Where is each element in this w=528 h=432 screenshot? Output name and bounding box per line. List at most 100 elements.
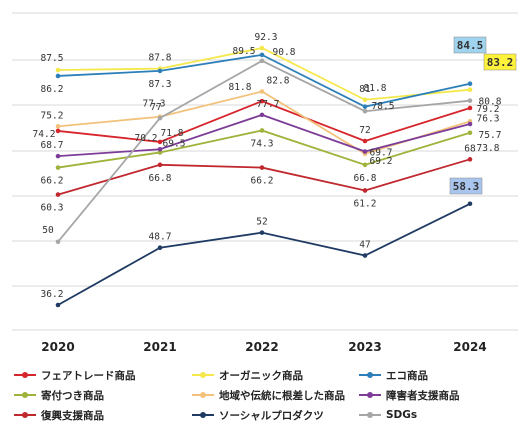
data-label: 50 xyxy=(42,225,54,236)
legend-swatch xyxy=(14,390,36,400)
data-point xyxy=(467,130,473,136)
data-point xyxy=(362,188,368,193)
legend-swatch-dot xyxy=(200,372,206,378)
data-label: 89.5 xyxy=(233,46,256,57)
data-point xyxy=(259,52,265,58)
x-tick-label: 2022 xyxy=(245,340,278,354)
data-label: 92.3 xyxy=(255,32,278,43)
highlight-box xyxy=(449,177,483,195)
legend-label: ソーシャルプロダクツ xyxy=(219,409,324,422)
data-point xyxy=(157,68,163,74)
data-point xyxy=(55,153,61,159)
legend-swatch xyxy=(359,390,381,400)
data-point xyxy=(55,165,61,170)
legend-swatch xyxy=(14,410,36,420)
x-tick-label: 2020 xyxy=(41,340,74,354)
legend-swatch-dot xyxy=(367,372,373,378)
data-label: 69.2 xyxy=(370,156,393,167)
data-label: 87.5 xyxy=(41,53,64,64)
data-point xyxy=(259,45,265,51)
data-point xyxy=(467,201,473,207)
data-point xyxy=(259,128,265,133)
legend-swatch-dot xyxy=(22,392,28,398)
data-point xyxy=(55,192,61,197)
highlight-label: 83.2 xyxy=(487,56,514,69)
data-label: 86.2 xyxy=(41,84,64,95)
data-label: 87.3 xyxy=(149,79,172,90)
legend-item: オーガニック商品 xyxy=(192,366,303,384)
data-label: 73.8 xyxy=(477,143,500,154)
legend-swatch-dot xyxy=(200,412,206,418)
highlight-label: 58.3 xyxy=(453,180,480,193)
data-label: 61.2 xyxy=(354,198,377,209)
legend-item: SDGs xyxy=(359,406,417,424)
x-axis-ticks: 2020 2021 2022 2023 2024 xyxy=(41,340,486,354)
data-point xyxy=(362,97,368,103)
data-label: 78.5 xyxy=(372,101,395,112)
data-point xyxy=(157,146,163,152)
data-label: 66.2 xyxy=(41,176,64,187)
data-label: 69.5 xyxy=(163,138,186,149)
data-point xyxy=(157,245,163,251)
legend-item: フェアトレード商品 xyxy=(14,366,136,384)
data-label: 75.2 xyxy=(41,110,64,121)
data-point xyxy=(259,112,265,118)
data-point xyxy=(362,138,368,144)
data-point xyxy=(259,165,265,170)
legend-item: 地域や伝統に根差した商品 xyxy=(192,386,345,404)
legend-label: フェアトレード商品 xyxy=(41,369,136,382)
data-label: 74.3 xyxy=(251,138,274,149)
legend-label: 復興支援商品 xyxy=(41,409,104,422)
data-label: 81.8 xyxy=(229,82,252,93)
data-label: 68 xyxy=(464,143,476,154)
legend-item: 復興支援商品 xyxy=(14,406,104,424)
data-point xyxy=(467,81,473,87)
data-label: 66.8 xyxy=(149,173,172,184)
data-point xyxy=(467,105,473,111)
legend-swatch-dot xyxy=(367,412,373,418)
gridlines xyxy=(12,12,518,331)
data-label: 75.7 xyxy=(479,130,502,141)
data-label: 77.3 xyxy=(143,99,166,110)
data-label: 36.2 xyxy=(41,289,64,300)
data-point xyxy=(157,150,163,155)
legend-item: エコ商品 xyxy=(359,366,428,384)
data-label: 81.8 xyxy=(364,83,387,94)
data-label: 68.7 xyxy=(41,140,64,151)
legend-swatch-dot xyxy=(22,372,28,378)
data-labels: 74.2 71.8 72 79.2 87.5 87.8 92.3 81 83.2 86.2 87.3… xyxy=(33,32,517,300)
highlight-box xyxy=(483,53,517,71)
x-tick-label: 2024 xyxy=(453,340,486,354)
data-label: 77 xyxy=(150,102,161,113)
legend-label: オーガニック商品 xyxy=(219,369,303,382)
legend-swatch-dot xyxy=(22,412,28,418)
data-label: 82.8 xyxy=(267,76,290,87)
data-label: 48.7 xyxy=(149,232,172,243)
data-label: 81 xyxy=(359,84,371,95)
legend-swatch xyxy=(192,410,214,420)
data-label: 71.8 xyxy=(161,128,184,139)
data-point xyxy=(362,253,368,258)
data-label: 66.8 xyxy=(354,173,377,184)
legend-label: SDGs xyxy=(386,409,418,421)
data-point xyxy=(55,124,61,129)
legend-label: 地域や伝統に根差した商品 xyxy=(219,389,345,402)
data-point xyxy=(157,115,163,121)
legend-item: 障害者支援商品 xyxy=(359,386,460,404)
data-point xyxy=(362,149,368,154)
x-tick-label: 2023 xyxy=(348,340,381,354)
data-label: 74.2 xyxy=(33,129,56,140)
legend-item: 寄付つき商品 xyxy=(14,386,104,404)
series-lines xyxy=(55,45,473,308)
data-point xyxy=(259,98,265,104)
data-label: 69.7 xyxy=(370,148,393,159)
data-label: 60.3 xyxy=(41,203,64,214)
data-label: 77.7 xyxy=(257,99,280,110)
legend-swatch xyxy=(192,390,214,400)
legend-swatch-dot xyxy=(367,392,373,398)
data-point xyxy=(259,89,265,94)
data-point xyxy=(259,58,265,64)
legend-swatch xyxy=(359,370,381,380)
data-label: 47 xyxy=(359,240,370,251)
data-point xyxy=(55,239,61,245)
